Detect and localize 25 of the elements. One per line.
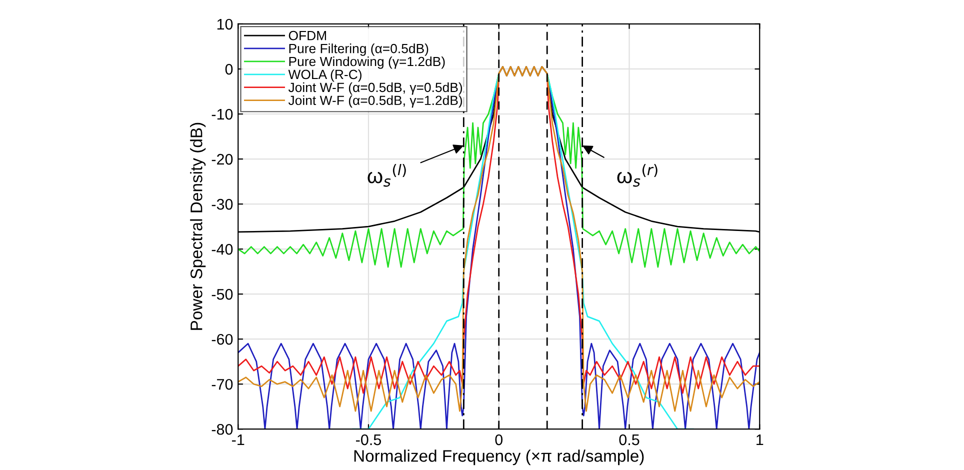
y-tick-label: 0 bbox=[225, 64, 233, 75]
legend-label: WOLA (R-C) bbox=[288, 69, 362, 82]
legend-label: Pure Filtering (α=0.5dB) bbox=[289, 44, 428, 56]
y-tick-label: -10 bbox=[212, 108, 233, 120]
legend-label: Joint W-F (α=0.5dB, γ=1.2dB) bbox=[288, 95, 462, 108]
y-tick-label: -80 bbox=[212, 424, 233, 435]
x-tick-label: 1 bbox=[756, 434, 764, 446]
x-tick-label: -0.5 bbox=[356, 434, 382, 446]
y-axis-title: Power Spectral Density (dB) bbox=[190, 122, 206, 330]
y-tick-label: -60 bbox=[212, 334, 233, 345]
y-tick-label: -30 bbox=[212, 198, 233, 210]
y-tick-label: -50 bbox=[212, 288, 233, 300]
x-tick-label: -1 bbox=[232, 434, 244, 446]
y-tick-label: -70 bbox=[212, 378, 233, 390]
y-tick-label: -20 bbox=[212, 154, 233, 165]
x-axis-title: Normalized Frequency (×π rad/sample) bbox=[354, 450, 644, 466]
legend-label: Pure Windowing (γ=1.2dB) bbox=[289, 56, 445, 69]
y-tick-label: -40 bbox=[212, 244, 233, 255]
annotation: ω$_{s}$$^{(l)}$ bbox=[368, 164, 406, 187]
x-tick-label: 0 bbox=[495, 434, 503, 446]
y-tick-label: 10 bbox=[217, 18, 233, 30]
legend-label: Joint W-F (α=0.5dB, γ=0.5dB) bbox=[288, 82, 462, 95]
annotation: ω$_{s}$$^{(r)}$ bbox=[617, 164, 658, 187]
x-tick-label: 0.5 bbox=[619, 434, 640, 446]
legend-label: OFDM bbox=[288, 30, 326, 40]
